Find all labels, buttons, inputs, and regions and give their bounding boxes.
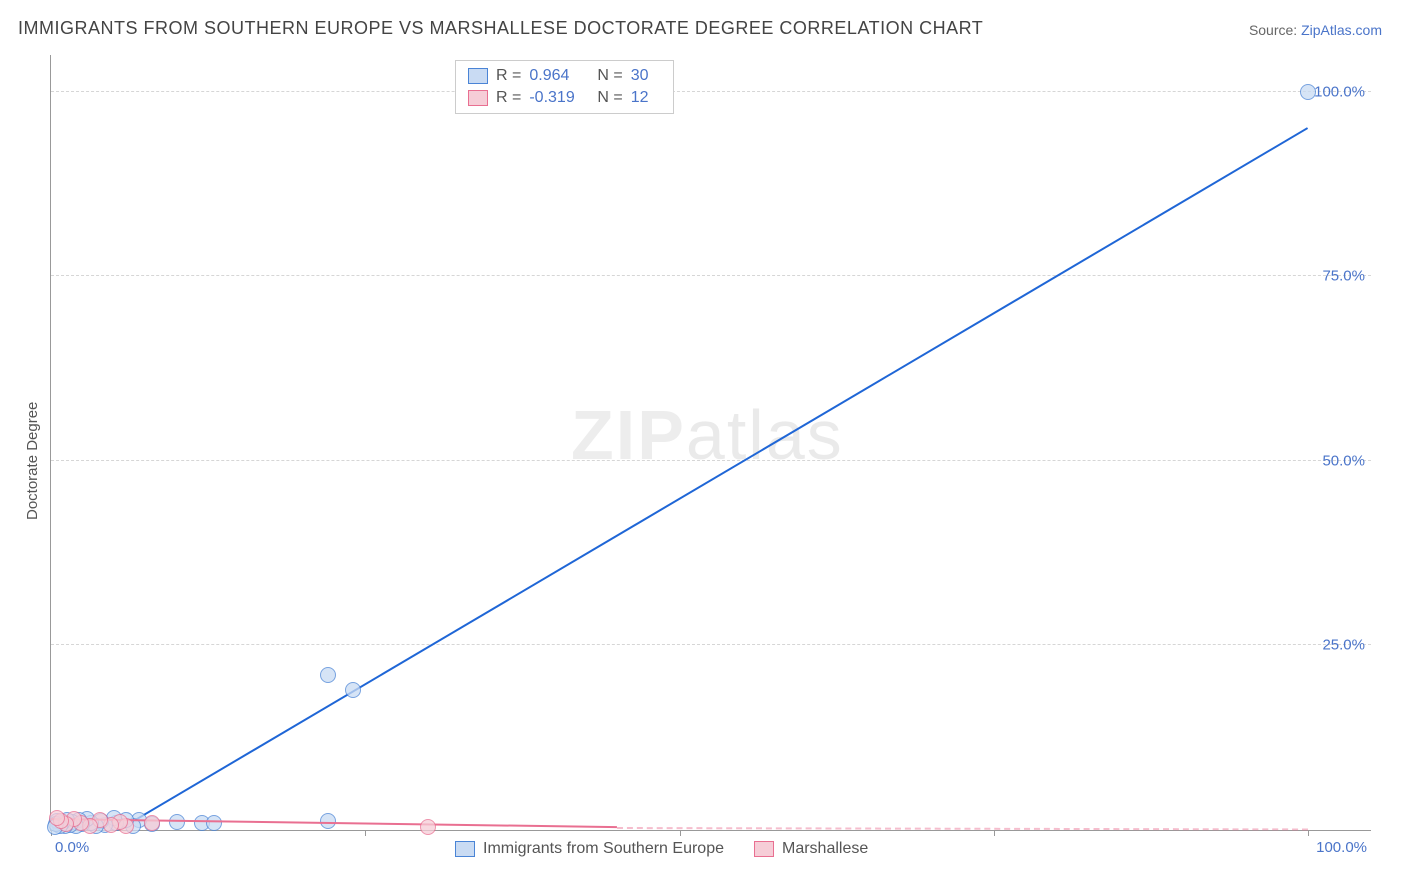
n-value: 12	[631, 89, 661, 107]
series-legend: Immigrants from Southern Europe Marshalle…	[455, 840, 868, 858]
data-point	[206, 815, 222, 831]
gridline	[51, 275, 1371, 276]
data-point	[144, 815, 160, 831]
series-swatch	[468, 90, 488, 106]
y-tick-label: 25.0%	[1322, 637, 1365, 654]
series-swatch	[754, 841, 774, 857]
x-tick-mark	[1308, 830, 1309, 836]
source-attribution: Source: ZipAtlas.com	[1249, 22, 1382, 38]
watermark: ZIPatlas	[571, 395, 844, 475]
gridline	[51, 644, 1371, 645]
data-point	[320, 667, 336, 683]
chart-plot-area: ZIPatlas 25.0%50.0%75.0%100.0%0.0%100.0%	[50, 55, 1371, 831]
watermark-light: atlas	[686, 396, 844, 474]
gridline	[51, 91, 1371, 92]
legend-label: Marshallese	[782, 840, 868, 858]
r-value: -0.319	[529, 89, 589, 107]
legend-item: Marshallese	[754, 840, 868, 858]
x-tick-mark	[365, 830, 366, 836]
legend-item: Immigrants from Southern Europe	[455, 840, 724, 858]
r-value: 0.964	[529, 67, 589, 85]
n-value: 30	[631, 67, 661, 85]
x-axis-max-label: 100.0%	[1316, 839, 1367, 856]
watermark-bold: ZIP	[571, 396, 686, 474]
r-label: R =	[496, 67, 521, 85]
data-point	[420, 819, 436, 835]
data-point	[49, 810, 65, 826]
data-point	[1300, 84, 1316, 100]
x-tick-mark	[994, 830, 995, 836]
correlation-stats-legend: R = 0.964 N = 30 R = -0.319 N = 12	[455, 60, 674, 114]
gridline	[51, 460, 1371, 461]
r-label: R =	[496, 89, 521, 107]
source-link[interactable]: ZipAtlas.com	[1301, 22, 1382, 38]
y-tick-label: 75.0%	[1322, 268, 1365, 285]
trend-line-series-b-extrapolated	[617, 827, 1308, 830]
data-point	[345, 682, 361, 698]
series-swatch	[455, 841, 475, 857]
n-label: N =	[597, 67, 622, 85]
series-swatch	[468, 68, 488, 84]
trend-line-series-a	[120, 127, 1309, 830]
stats-row: R = 0.964 N = 30	[468, 65, 661, 87]
x-tick-mark	[680, 830, 681, 836]
chart-title: IMMIGRANTS FROM SOUTHERN EUROPE VS MARSH…	[18, 18, 983, 39]
n-label: N =	[597, 89, 622, 107]
y-axis-label: Doctorate Degree	[24, 402, 41, 520]
source-prefix: Source:	[1249, 22, 1301, 38]
y-tick-label: 100.0%	[1314, 83, 1365, 100]
stats-row: R = -0.319 N = 12	[468, 87, 661, 109]
x-axis-min-label: 0.0%	[55, 839, 89, 856]
legend-label: Immigrants from Southern Europe	[483, 840, 724, 858]
y-tick-label: 50.0%	[1322, 452, 1365, 469]
